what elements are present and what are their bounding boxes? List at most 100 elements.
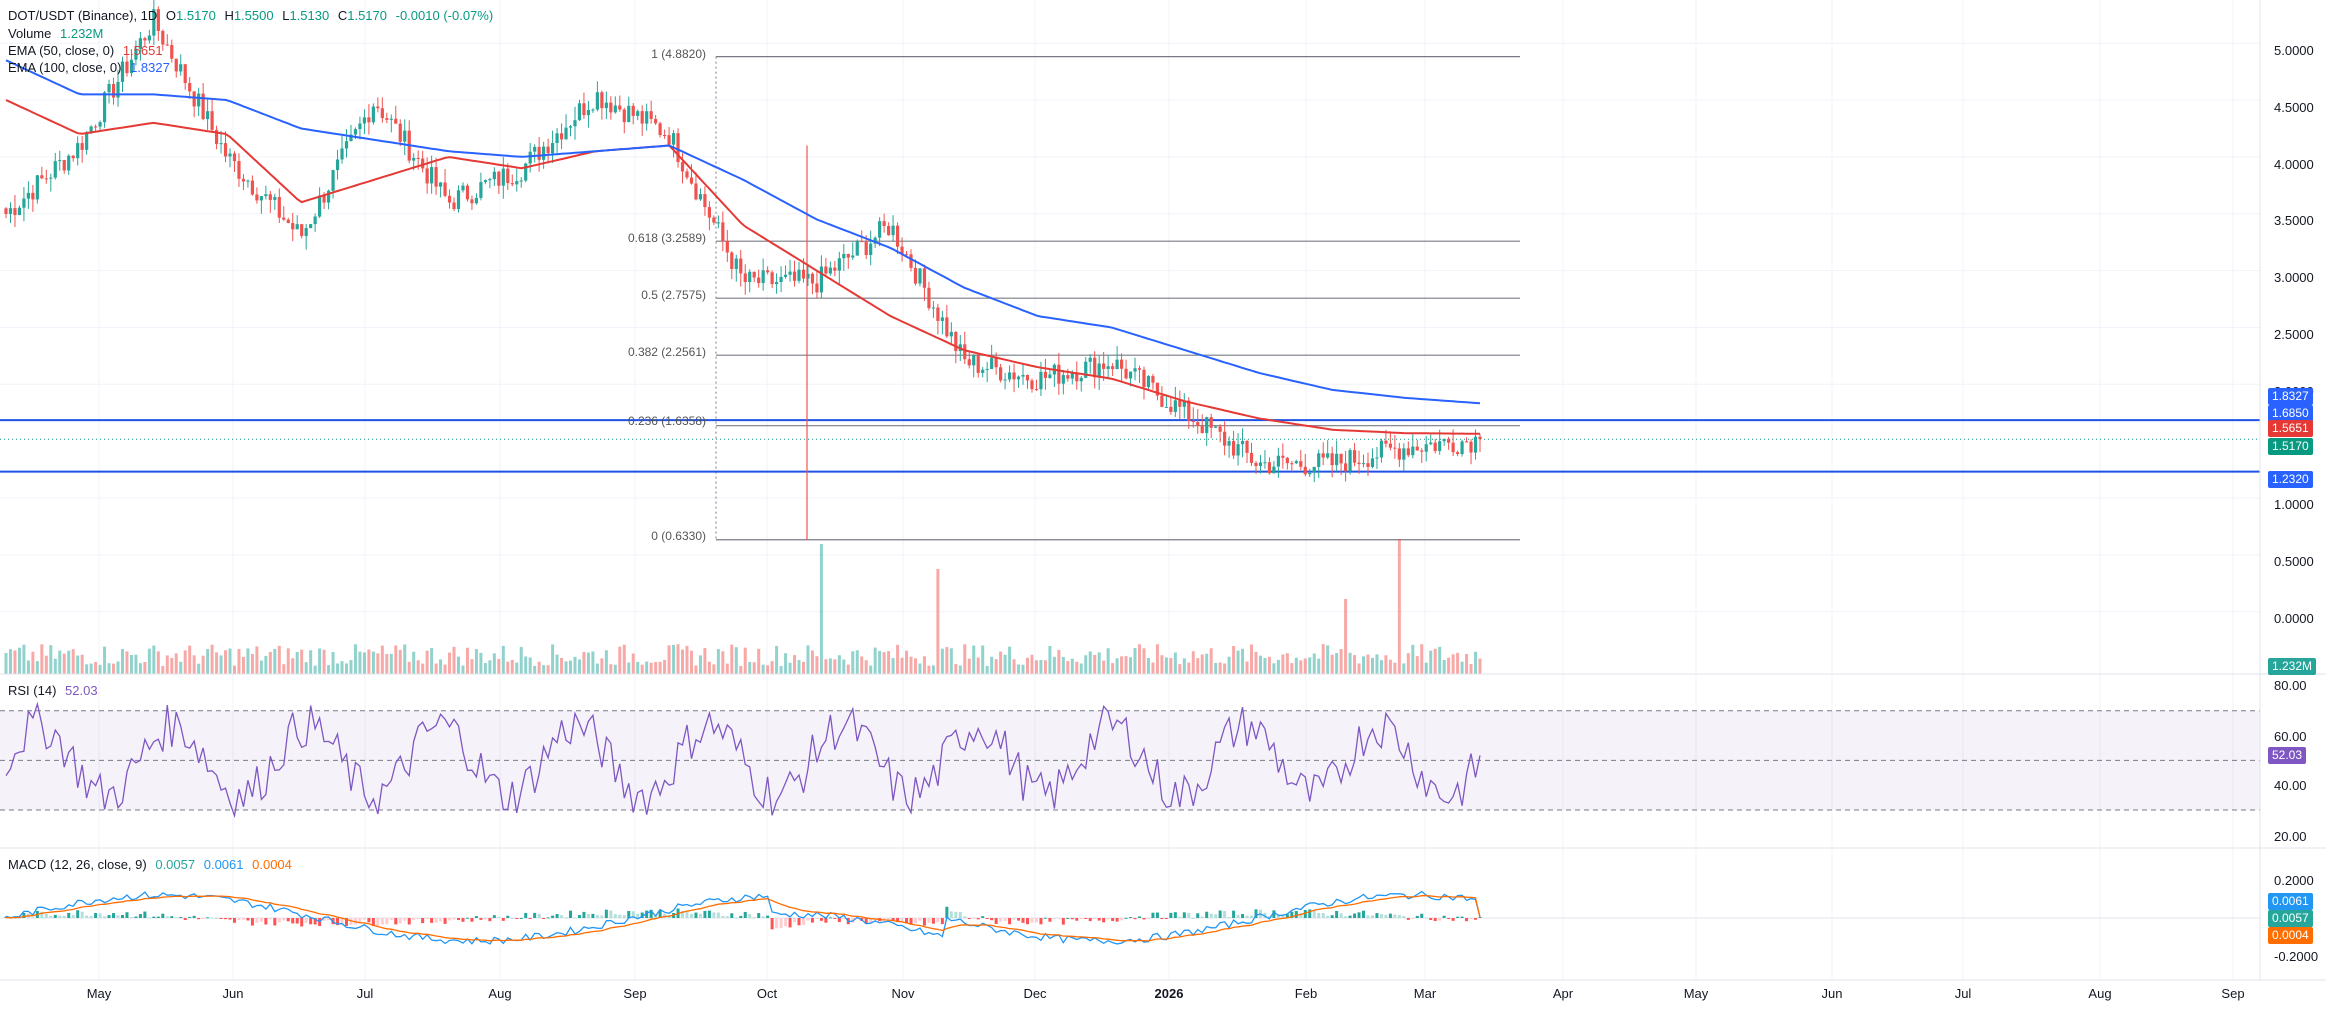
macd-hist-bar: [945, 906, 949, 918]
macd-hist-bar: [179, 917, 183, 919]
rsi-tick: 20.00: [2274, 829, 2307, 844]
volume-bar: [1124, 656, 1128, 674]
macd-hist-bar: [963, 916, 967, 918]
high-value: 1.5500: [233, 8, 274, 23]
macd-hist-bar: [188, 916, 192, 918]
macd-hist-bar: [1397, 914, 1401, 918]
volume-bar: [869, 665, 873, 674]
rsi-badge: 52.03: [2268, 747, 2307, 764]
volume-bar: [985, 665, 989, 674]
macd-hist-bar: [967, 918, 971, 919]
macd-signal-badge: 0.0004: [2268, 927, 2313, 944]
volume-bar: [999, 651, 1003, 674]
candle-body: [277, 197, 281, 218]
rsi-legend: RSI (14) 52.03: [8, 683, 103, 698]
macd-hist-bar: [519, 917, 523, 919]
volume-bar: [972, 645, 976, 674]
candle-body: [425, 168, 429, 184]
candle-body: [49, 177, 53, 179]
volume-bar: [474, 649, 478, 674]
volume-bar: [461, 665, 465, 674]
volume-bar: [1317, 658, 1321, 674]
volume-bar: [1075, 661, 1079, 674]
candle-body: [1348, 450, 1352, 472]
candle-body: [1160, 395, 1164, 407]
volume-bar: [663, 659, 667, 674]
macd-hist-bar: [689, 913, 693, 918]
volume-bar: [1267, 656, 1271, 674]
candle-body: [703, 194, 707, 208]
macd-hist-bar: [430, 918, 434, 923]
macd-hist-bar: [905, 918, 909, 924]
macd-hist-bar: [1227, 917, 1231, 919]
volume-bar: [600, 658, 604, 674]
ema100-line: [5, 59, 1481, 405]
macd-hist-bar: [1362, 910, 1366, 918]
volume-bar: [125, 651, 129, 674]
volume-bar: [143, 662, 147, 674]
macd-hist-bar: [815, 918, 819, 919]
macd-hist-bar: [421, 918, 425, 924]
volume-bar: [407, 661, 411, 674]
macd-hist-bar: [1312, 910, 1316, 918]
volume-bar: [268, 651, 272, 674]
macd-signal-line: [6, 895, 1481, 942]
macd-hist-bar: [1290, 911, 1294, 918]
candle-body: [138, 38, 143, 49]
volume-bar: [497, 658, 501, 674]
volume-bar: [1205, 653, 1209, 674]
macd-hist-bar: [1173, 912, 1177, 918]
candle-body: [434, 167, 438, 187]
volume-bar: [667, 645, 671, 674]
candle-body: [837, 258, 841, 271]
volume-bar: [1120, 656, 1124, 674]
candle-body: [250, 180, 255, 195]
candle-body: [22, 198, 26, 208]
candle-body: [766, 270, 770, 273]
macd-hist-bar: [1263, 912, 1267, 918]
macd-hist-bar: [1120, 918, 1124, 921]
macd-hist-bar: [98, 913, 102, 918]
high-label: H: [224, 8, 234, 23]
candle-body: [1420, 450, 1424, 452]
candle-body: [228, 153, 232, 157]
macd-hist-bar: [1250, 915, 1254, 918]
macd-hist-bar: [1151, 912, 1155, 918]
macd-hist-bar: [49, 915, 53, 918]
volume-bar: [210, 644, 214, 674]
time-tick: Sep: [623, 986, 647, 1001]
macd-hist-bar: [407, 918, 411, 925]
volume-bar: [604, 650, 608, 674]
macd-hist-bar: [1272, 910, 1276, 918]
candle-body: [1200, 425, 1204, 434]
volume-bar: [1008, 646, 1012, 674]
volume-bar: [1142, 648, 1146, 674]
macd-hist-bar: [1097, 918, 1101, 921]
macd-hist-bar: [716, 912, 720, 918]
volume-bar: [197, 663, 201, 674]
candle-body: [662, 135, 667, 137]
low-label: L: [282, 8, 290, 23]
volume-bar: [107, 663, 111, 674]
candle-body: [1343, 463, 1348, 472]
volume-bar: [1079, 663, 1083, 674]
macd-hist-bar: [734, 917, 738, 919]
volume-bar: [806, 645, 810, 674]
volume-bar: [349, 660, 353, 674]
candle-body: [1164, 406, 1168, 408]
candle-body: [1451, 442, 1455, 453]
candle-body: [17, 207, 22, 216]
macd-hist-bar: [819, 918, 823, 921]
volume-bar: [479, 652, 483, 674]
volume-bar: [815, 656, 819, 674]
volume-bar: [170, 657, 174, 674]
macd-hist-bar: [295, 918, 299, 924]
volume-bar: [367, 649, 371, 674]
candle-body: [380, 108, 384, 119]
candle-body: [474, 197, 479, 204]
candle-body: [1111, 366, 1115, 370]
candle-body: [900, 246, 904, 255]
macd-hist-bar: [403, 918, 407, 921]
